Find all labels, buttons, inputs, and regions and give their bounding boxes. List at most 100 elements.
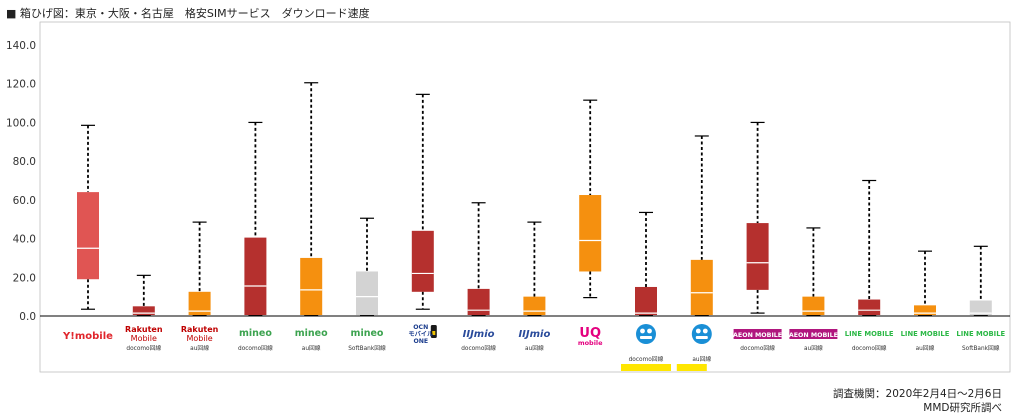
iqr-box (635, 286, 657, 316)
mineo-logo-text: mineo (239, 328, 272, 339)
carrier-sublabel: au回線 (302, 344, 321, 352)
source-credit: MMD研究所調べ (923, 402, 1002, 414)
line-mobile-logo-text: LINE MOBILE (956, 330, 1005, 338)
carrier-sublabel: SoftBank回線 (962, 344, 1000, 352)
mascot-icon (691, 324, 712, 344)
y-tick-label: 100.0 (6, 117, 36, 129)
category-logo: IIJmio au回線 (518, 329, 550, 352)
aeon-logo-badge (733, 329, 782, 339)
carrier-sublabel: au回線 (525, 344, 544, 352)
iqr-box (132, 306, 155, 316)
iqr-box (523, 296, 546, 316)
y-tick-label: 60.0 (13, 195, 36, 207)
iqr-box (802, 296, 825, 316)
ocn-logo-line: モバイル (408, 330, 434, 338)
category-logo: LINE MOBILE docomo回線 (845, 330, 894, 352)
category-logo: au回線 (676, 324, 712, 371)
category-logo: IIJmio docomo回線 (461, 329, 496, 352)
line-mobile-logo-text: LINE MOBILE (845, 330, 894, 338)
iqr-box (244, 237, 267, 316)
uq-logo-word: mobile (578, 339, 603, 347)
survey-period: 調査機関：2020年2月4日～2月6日 (833, 388, 1002, 400)
box-group (132, 274, 155, 317)
boxes (77, 82, 992, 317)
y-tick-label: 120.0 (6, 79, 36, 91)
box-group (858, 179, 881, 317)
category-logo: LINE MOBILE au回線 (901, 330, 950, 352)
ymobile-logo-text: Y!mobile (62, 331, 113, 342)
box-group (411, 93, 434, 310)
carrier-sublabel: au回線 (804, 344, 823, 352)
iqr-box (690, 259, 713, 316)
mineo-logo-text: mineo (295, 328, 328, 339)
plot-frame (39, 21, 1011, 373)
mascot-icon (636, 324, 656, 344)
category-logo: docomo回線 (621, 324, 671, 371)
iqr-box (746, 223, 769, 290)
rakuten-logo-line2: Mobile (186, 334, 212, 343)
iqr-box (411, 230, 434, 292)
y-tick-label: 40.0 (13, 234, 36, 246)
carrier-sublabel: SoftBank回線 (348, 344, 386, 352)
category-logo: LINE MOBILE SoftBank回線 (956, 330, 1005, 352)
x-axis-logos: Y!mobileRakutenMobiledocomo回線RakutenMobi… (62, 324, 1006, 371)
box-group (579, 99, 602, 299)
box-group (690, 135, 713, 317)
y-axis-ticks: 0.0 20.0 40.0 60.0 80.0 100.0 120.0 140.0 (6, 40, 36, 323)
line-mobile-logo-text: LINE MOBILE (901, 330, 950, 338)
box-group (244, 121, 267, 317)
carrier-sublabel: docomo回線 (126, 344, 161, 352)
iqr-box (467, 288, 490, 316)
mascot-mouth (695, 336, 708, 339)
carrier-sublabel: docomo回線 (740, 344, 775, 352)
carrier-sublabel: docomo回線 (238, 344, 273, 352)
carrier-sublabel: docomo回線 (629, 355, 664, 363)
iqr-box (188, 291, 211, 316)
rakuten-logo-line2: Mobile (131, 334, 157, 343)
category-logo: AEON MOBILE au回線 (789, 329, 838, 352)
mascot-eye-right (647, 328, 652, 334)
aeon-logo-text: AEON MOBILE (733, 332, 782, 339)
iqr-box (300, 257, 323, 316)
iqr-box (858, 299, 881, 316)
mascot-eye-right (702, 328, 708, 334)
box-group (802, 227, 825, 317)
iqr-box (579, 195, 602, 272)
mascot-eye-left (695, 328, 701, 334)
highlight-marker (676, 364, 707, 371)
ocn-logo-line: ONE (413, 338, 428, 345)
uq-logo-mark: UQ (579, 326, 601, 341)
rakuten-logo-line1: Rakuten (181, 325, 219, 334)
box-group (969, 245, 992, 317)
box-group (635, 211, 657, 317)
box-group (356, 217, 378, 317)
category-logo: AEON MOBILE docomo回線 (733, 329, 782, 352)
category-logo: mineo SoftBank回線 (348, 328, 386, 352)
iqr-box (914, 305, 936, 316)
ocn-logo-chip-accent (432, 331, 436, 335)
highlight-marker (621, 364, 671, 371)
mascot-mouth (640, 336, 652, 339)
carrier-sublabel: au回線 (692, 355, 711, 363)
box-group (914, 250, 936, 317)
box-group (467, 202, 490, 317)
aeon-logo-badge (789, 329, 838, 339)
carrier-sublabel: au回線 (190, 344, 209, 352)
box-group (77, 124, 99, 310)
aeon-logo-text: AEON MOBILE (789, 332, 838, 339)
y-tick-label: 0.0 (19, 311, 36, 323)
y-tick-label: 20.0 (13, 272, 36, 284)
iqr-box (77, 192, 99, 280)
category-logo: Y!mobile (62, 331, 113, 342)
carrier-sublabel: docomo回線 (461, 344, 496, 352)
iijmio-logo-text: IIJmio (463, 329, 495, 340)
carrier-sublabel: docomo回線 (852, 344, 887, 352)
box-group (188, 221, 211, 317)
iqr-box (356, 271, 378, 316)
y-tick-label: 140.0 (6, 40, 36, 52)
iijmio-logo-text: IIJmio (518, 329, 550, 340)
